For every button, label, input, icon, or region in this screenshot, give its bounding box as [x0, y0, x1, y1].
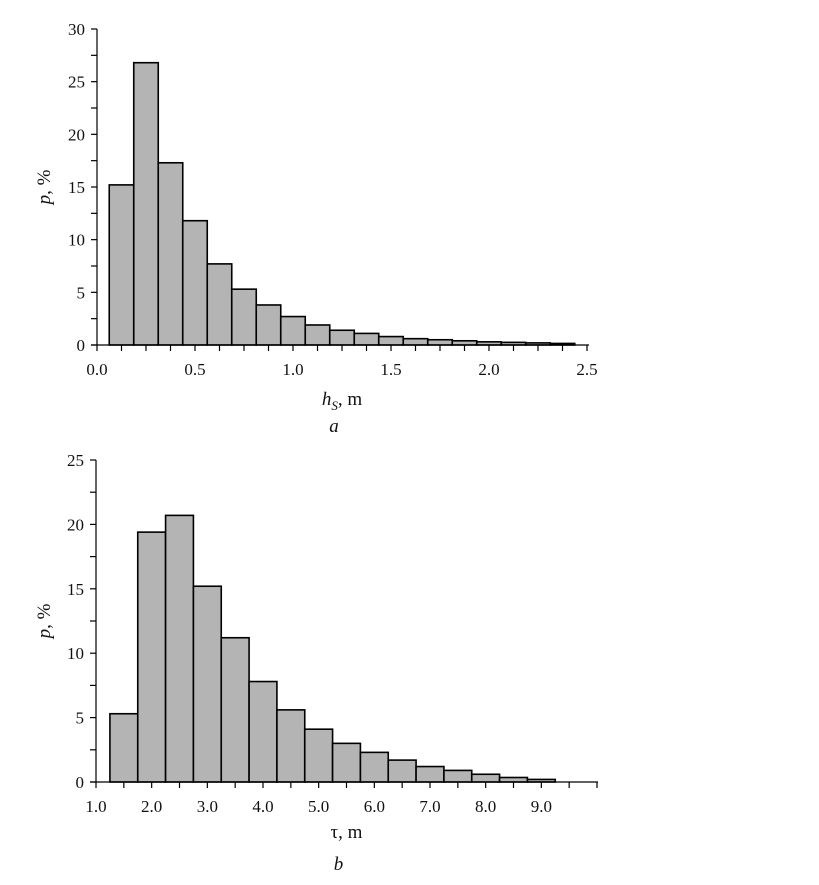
panel-label: a — [329, 416, 339, 437]
y-tick-label: 0 — [76, 773, 85, 792]
bar — [181, 219, 209, 346]
bar — [132, 61, 160, 346]
bar — [192, 585, 223, 783]
bar — [164, 514, 195, 783]
x-tick-label: 4.0 — [252, 797, 273, 816]
bar — [276, 709, 306, 783]
bar — [443, 769, 473, 783]
x-axis-symbol: τ — [331, 822, 339, 843]
y-tick-label: 10 — [68, 231, 85, 250]
y-tick-label: 25 — [68, 73, 85, 92]
x-axis-title: hS, m — [322, 389, 363, 413]
x-axis-title: τ, m — [331, 822, 363, 843]
bar — [248, 680, 278, 783]
x-tick-label: 1.0 — [85, 797, 106, 816]
x-tick-label: 0.5 — [184, 360, 205, 379]
bar — [255, 304, 282, 346]
bar — [451, 339, 478, 346]
y-tick-label: 10 — [67, 644, 84, 663]
x-axis-unit: , m — [338, 822, 363, 843]
y-tick-label: 20 — [68, 125, 85, 144]
y-axis-title: p, % — [34, 169, 55, 206]
x-tick-label: 3.0 — [197, 797, 218, 816]
y-tick-label: 5 — [76, 709, 85, 728]
bar — [498, 776, 529, 783]
y-axis-unit: , % — [34, 169, 55, 195]
bar — [359, 751, 390, 783]
x-tick-label: 2.0 — [478, 360, 499, 379]
x-axis-symbol: h — [322, 389, 332, 410]
y-tick-label: 30 — [68, 20, 85, 39]
chart-panel-a: 0 5 10 15 20 25 30 0.0 0.5 1.0 1.5 2.0 2.5 hS, m p, % a — [34, 20, 598, 437]
bar — [303, 728, 334, 783]
y-axis-symbol: p — [34, 195, 55, 207]
x-tick-label: 2.5 — [576, 360, 597, 379]
bar — [230, 288, 258, 346]
x-tick-label: 6.0 — [364, 797, 385, 816]
y-axis-unit: , % — [34, 603, 55, 629]
bar — [402, 337, 429, 346]
bar — [470, 773, 501, 783]
y-tick-label: 25 — [67, 451, 84, 470]
x-tick-label: 8.0 — [475, 797, 496, 816]
bar — [279, 315, 307, 346]
bar — [415, 765, 445, 783]
bar — [206, 263, 233, 346]
bar — [353, 332, 380, 346]
bar — [377, 335, 405, 346]
bar — [109, 712, 139, 783]
x-tick-label: 2.0 — [141, 797, 162, 816]
bar — [387, 759, 417, 783]
bar — [328, 329, 356, 346]
x-tick-label: 1.5 — [380, 360, 401, 379]
bar — [304, 324, 331, 346]
x-axis-unit: , m — [338, 389, 363, 410]
x-tick-label: 7.0 — [419, 797, 440, 816]
y-tick-label: 5 — [77, 283, 86, 302]
x-tick-label: 9.0 — [531, 797, 552, 816]
x-axis-subscript: S — [331, 398, 338, 413]
x-tick-label: 0.0 — [86, 360, 107, 379]
bar — [136, 531, 167, 783]
x-tick-label: 5.0 — [308, 797, 329, 816]
y-tick-label: 0 — [77, 336, 86, 355]
panel-label: b — [334, 854, 344, 875]
bar — [220, 636, 250, 783]
x-tick-label: 1.0 — [282, 360, 303, 379]
bar — [157, 161, 184, 346]
bar — [426, 338, 454, 346]
y-tick-label: 15 — [68, 178, 85, 197]
bar — [331, 742, 362, 783]
bar — [108, 184, 135, 346]
y-axis-title: p, % — [34, 603, 55, 640]
y-tick-label: 15 — [67, 580, 84, 599]
y-tick-label: 20 — [67, 515, 84, 534]
y-axis-symbol: p — [34, 629, 55, 641]
